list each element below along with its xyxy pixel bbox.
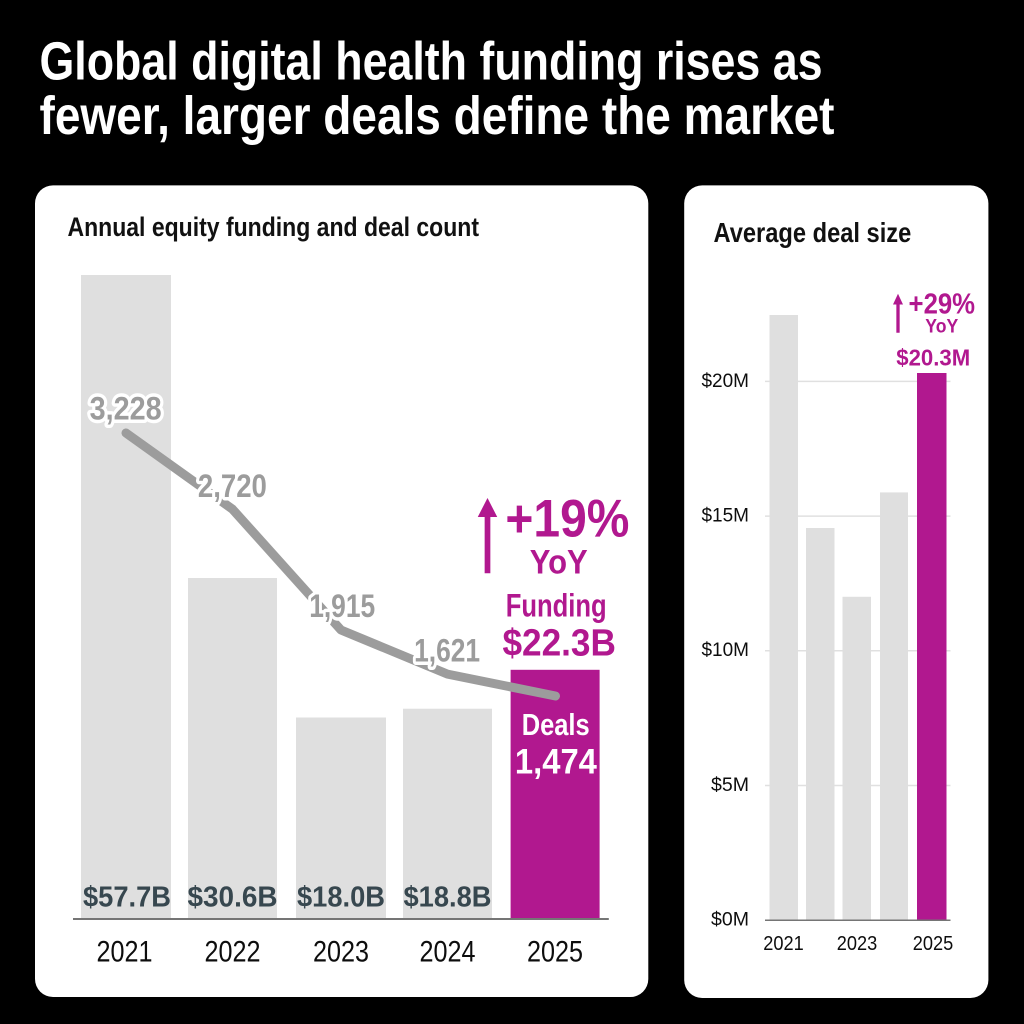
svg-text:YoY: YoY xyxy=(530,543,588,581)
svg-text:$10M: $10M xyxy=(702,639,750,661)
svg-text:1,474: 1,474 xyxy=(515,741,597,781)
svg-text:Annual equity funding and deal: Annual equity funding and deal count xyxy=(68,212,480,242)
svg-text:+29%: +29% xyxy=(909,288,976,320)
svg-text:$20.3M: $20.3M xyxy=(896,345,970,371)
svg-text:$22.3B: $22.3B xyxy=(502,622,616,664)
svg-text:YoY: YoY xyxy=(925,316,958,338)
svg-text:$30.6B: $30.6B xyxy=(188,882,278,914)
svg-text:2021: 2021 xyxy=(763,932,804,955)
svg-text:Average deal size: Average deal size xyxy=(714,217,912,248)
svg-text:$20M: $20M xyxy=(702,370,750,392)
svg-text:1,915: 1,915 xyxy=(309,588,375,624)
svg-text:$18.8B: $18.8B xyxy=(404,882,492,914)
svg-text:3,228: 3,228 xyxy=(90,391,162,427)
svg-text:1,621: 1,621 xyxy=(414,633,480,669)
svg-text:2022: 2022 xyxy=(205,936,261,969)
svg-text:2025: 2025 xyxy=(527,936,583,969)
svg-text:fewer, larger deals define the: fewer, larger deals define the market xyxy=(40,86,835,146)
svg-text:$57.7B: $57.7B xyxy=(83,882,171,914)
svg-text:$0M: $0M xyxy=(711,909,749,931)
svg-text:2023: 2023 xyxy=(313,936,369,969)
svg-text:2,720: 2,720 xyxy=(198,468,267,504)
svg-text:+19%: +19% xyxy=(505,489,629,548)
svg-text:Funding: Funding xyxy=(506,588,607,624)
svg-text:Deals: Deals xyxy=(522,708,590,742)
svg-text:Global digital health funding: Global digital health funding rises as xyxy=(40,32,823,92)
svg-text:2024: 2024 xyxy=(420,936,476,969)
svg-text:$18.0B: $18.0B xyxy=(297,882,385,914)
svg-text:2021: 2021 xyxy=(97,936,153,969)
svg-text:2023: 2023 xyxy=(837,932,878,955)
svg-text:$5M: $5M xyxy=(711,774,749,796)
svg-text:2025: 2025 xyxy=(913,932,954,955)
svg-text:$15M: $15M xyxy=(702,505,750,527)
